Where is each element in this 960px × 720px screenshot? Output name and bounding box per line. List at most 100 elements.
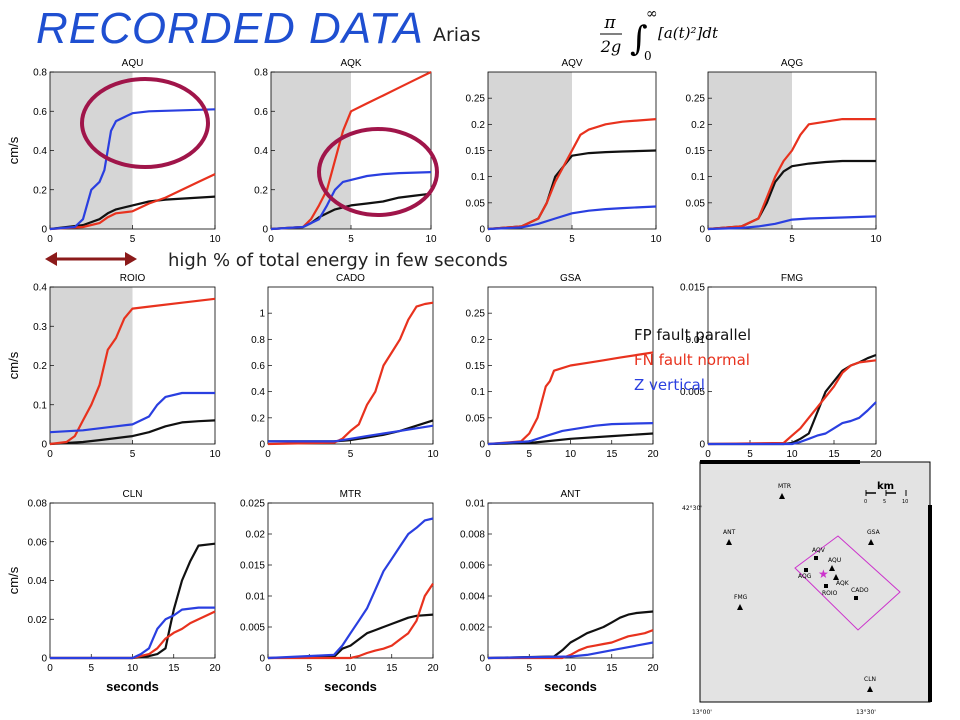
y-tick-label: 0.05 (466, 198, 486, 209)
x-tick-label: 5 (130, 449, 136, 460)
y-tick-label: 0.2 (254, 185, 268, 196)
series-fn-line (268, 582, 434, 660)
y-tick-label: 0 (41, 225, 47, 236)
y-tick-label: 0.002 (460, 623, 485, 634)
y-tick-label: 0.015 (680, 283, 705, 294)
series-z-line (49, 108, 216, 231)
legend-fp: FP fault parallel (634, 326, 752, 344)
series-fn-line (487, 118, 657, 231)
series-z-line (487, 641, 654, 660)
early-window-shade (50, 72, 133, 229)
station-aqg-label: AQG (798, 573, 812, 580)
series-fp-line (50, 542, 216, 660)
series-z-line (50, 606, 215, 660)
x-tick-label: 15 (828, 449, 840, 460)
station-aqv-label: AQV (812, 547, 826, 554)
y-tick-label: 1 (259, 309, 265, 320)
x-tick-label: 10 (786, 449, 798, 460)
y-tick-label: 0.05 (466, 413, 486, 424)
formula-lower-bound: 0 (644, 49, 652, 63)
x-tick-label: 0 (268, 234, 274, 245)
station-cado-label: CADO (851, 587, 869, 594)
map-scale-bar: 0 5 10 (864, 490, 908, 505)
x-tick-label: 5 (306, 663, 312, 674)
series-fp-line (49, 419, 216, 446)
chart-aqu: AQU 0 5 10 0 0.2 0.4 0.6 0.8 cm/s (6, 58, 221, 245)
chart-cado: CADO 0 5 10 0 0.2 0.4 0.6 0.8 1 (251, 273, 439, 460)
station-mtr-label: MTR (778, 483, 791, 490)
svg-text:0: 0 (864, 499, 867, 505)
highlight-ellipse-aqk (317, 127, 439, 217)
x-tick-label: 0 (485, 449, 491, 460)
chart-title: AQU (122, 58, 144, 69)
plot-frame (487, 502, 654, 659)
x-tick-label: 0 (485, 663, 491, 674)
x-tick-label: 10 (565, 449, 577, 460)
y-axis-label: cm/s (6, 566, 21, 594)
y-tick-label: 0.2 (33, 361, 47, 372)
chart-roio: ROIO 0 5 10 0 0.1 0.2 0.3 0.4 cm/s (6, 273, 221, 460)
series-fn-line (487, 351, 654, 446)
x-tick-label: 5 (348, 449, 354, 460)
y-tick-label: 0.2 (691, 120, 705, 131)
y-tick-label: 0.02 (28, 615, 48, 626)
series-z-line (708, 401, 877, 446)
y-tick-label: 0 (479, 225, 485, 236)
chart-title: AQK (340, 58, 361, 69)
x-tick-label: 0 (265, 663, 271, 674)
y-tick-label: 0.3 (33, 322, 47, 333)
y-tick-label: 0.2 (251, 413, 265, 424)
map-scale-label: km (877, 481, 894, 492)
y-tick-label: 0.2 (471, 335, 485, 346)
y-tick-label: 0.015 (240, 561, 265, 572)
series-fn-line (49, 297, 216, 446)
x-tick-label: 0 (705, 449, 711, 460)
y-tick-label: 0.2 (471, 120, 485, 131)
x-tick-label: 5 (130, 234, 136, 245)
y-tick-label: 0.01 (686, 335, 706, 346)
chart-aqv: AQV 0 5 10 0 0.05 0.1 0.15 0.2 0.25 (466, 58, 662, 245)
formula-upper-bound: ∞ (646, 6, 658, 22)
y-tick-label: 0.1 (33, 400, 47, 411)
y-tick-label: 0.15 (466, 146, 486, 157)
y-tick-label: 0.2 (33, 185, 47, 196)
series-fp-line (487, 610, 654, 660)
x-tick-label: 5 (747, 449, 753, 460)
x-tick-label: 10 (127, 663, 139, 674)
x-axis-label: seconds (324, 679, 377, 694)
arias-label: Arias (433, 24, 481, 46)
highlight-ellipse-aqu (80, 77, 210, 169)
formula-pi: π (603, 13, 616, 33)
chart-title: ANT (561, 489, 581, 500)
x-tick-label: 15 (606, 449, 618, 460)
x-tick-label: 0 (265, 449, 271, 460)
epicenter-star-icon: ★ (818, 567, 829, 581)
series-z-line (267, 517, 434, 660)
series-z-line (49, 391, 215, 434)
plot-frame (267, 286, 434, 445)
x-tick-label: 0 (47, 663, 53, 674)
x-tick-label: 10 (425, 234, 437, 245)
chart-title: AQG (781, 58, 803, 69)
page-title: RECORDED DATA (36, 4, 424, 53)
x-tick-label: 5 (526, 663, 532, 674)
y-tick-label: 0 (699, 440, 705, 451)
chart-title: CLN (122, 489, 142, 500)
y-tick-label: 0.01 (466, 499, 486, 510)
station-roio-label: ROIO (822, 590, 838, 597)
series-fn-line (707, 359, 877, 446)
y-tick-label: 0.8 (254, 68, 268, 79)
legend-z: Z vertical (634, 376, 705, 394)
y-tick-label: 0 (699, 225, 705, 236)
series-fn-line (270, 71, 432, 231)
plot-frame (49, 502, 216, 659)
x-tick-label: 0 (47, 449, 53, 460)
series-fn-line (488, 629, 654, 660)
x-axis-label: seconds (544, 679, 597, 694)
y-tick-label: 0.004 (460, 592, 485, 603)
station-aqu-label: AQU (828, 557, 841, 564)
y-tick-label: 0.4 (33, 146, 47, 157)
y-tick-label: 0 (41, 654, 47, 665)
y-tick-label: 0.8 (33, 68, 47, 79)
y-tick-label: 0.15 (686, 146, 706, 157)
